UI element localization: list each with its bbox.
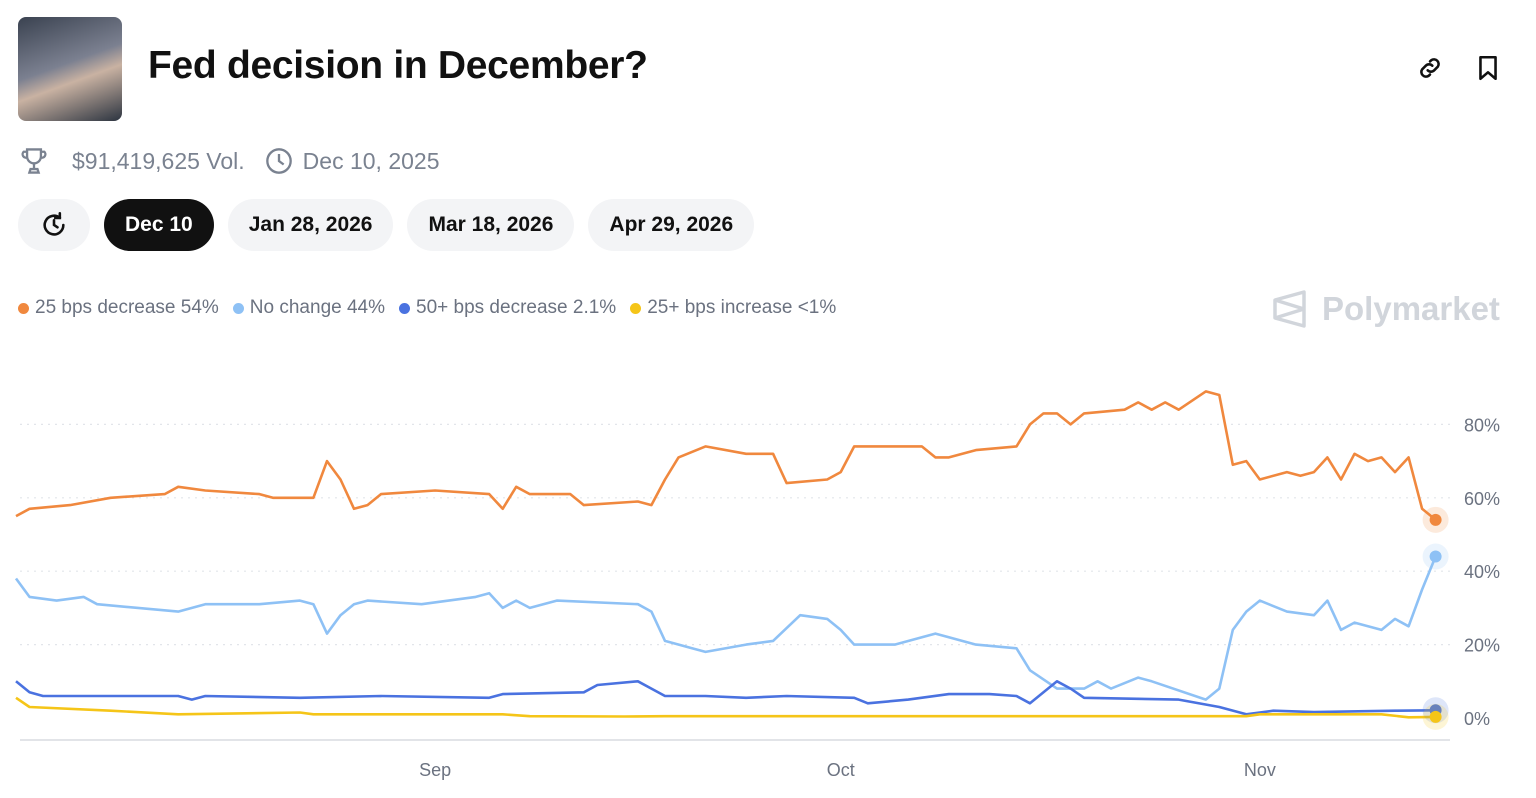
tab-dec-10[interactable]: Dec 10 [104,199,214,251]
end-point-marker [1429,513,1442,526]
tab-apr-29-2026[interactable]: Apr 29, 2026 [588,199,755,251]
tab-jan-28-2026[interactable]: Jan 28, 2026 [227,199,394,251]
trophy-icon [21,148,47,174]
chart-legend: 25 bps decrease 54% No change 44% 50+ bp… [18,297,836,319]
y-tick-label: 80% [1464,415,1500,435]
volume-text: $91,419,625 Vol. [72,147,245,174]
legend-dot [18,302,29,314]
page-title: Fed decision in December? [148,44,648,87]
y-tick-label: 40% [1464,562,1500,582]
market-meta: $91,419,625 Vol. Dec 10, 2025 [20,146,440,176]
polymarket-wordmark: Polymarket [1322,290,1500,327]
y-tick-label: 20% [1464,636,1500,656]
end-point-marker [1429,710,1442,723]
legend-label: 50+ bps decrease 2.1% [416,297,617,318]
y-tick-label: 60% [1464,489,1500,509]
legend-item-50bps-decrease: 50+ bps decrease 2.1% [399,297,616,319]
series-line-2 [15,679,1436,716]
legend-item-25bps-increase: 25+ bps increase <1% [630,297,836,319]
series-line-3 [15,696,1436,719]
tab-mar-18-2026[interactable]: Mar 18, 2026 [407,199,575,251]
clock-icon [265,148,292,174]
history-icon [43,212,65,236]
polymarket-logo-icon [1273,290,1306,328]
x-tick-label: Nov [1244,760,1276,780]
legend-label: 25 bps decrease 54% [35,297,219,318]
date-tabs: Dec 10 Jan 28, 2026 Mar 18, 2026 Apr 29,… [18,199,755,251]
legend-label: No change 44% [249,297,386,318]
x-tick-label: Sep [419,760,451,780]
legend-item-no-change: No change 44% [232,297,386,319]
legend-dot [630,302,642,314]
link-icon [1420,58,1440,78]
bookmark-icon [1479,55,1497,81]
series-line-0 [15,390,1437,521]
polymarket-logo: Polymarket [1272,289,1500,329]
market-image [18,17,122,121]
x-tick-label: Oct [827,760,855,780]
history-button[interactable] [18,199,90,251]
end-point-marker [1429,550,1442,563]
copy-link-button[interactable] [1414,52,1446,84]
y-tick-label: 0% [1464,709,1490,729]
end-date-text: Dec 10, 2025 [302,147,440,174]
legend-dot [232,302,244,314]
legend-item-25bps-decrease: 25 bps decrease 54% [18,297,219,319]
series-line-1 [14,556,1437,701]
bookmark-button[interactable] [1472,52,1504,84]
legend-dot [399,302,411,314]
legend-label: 25+ bps increase <1% [647,297,837,318]
